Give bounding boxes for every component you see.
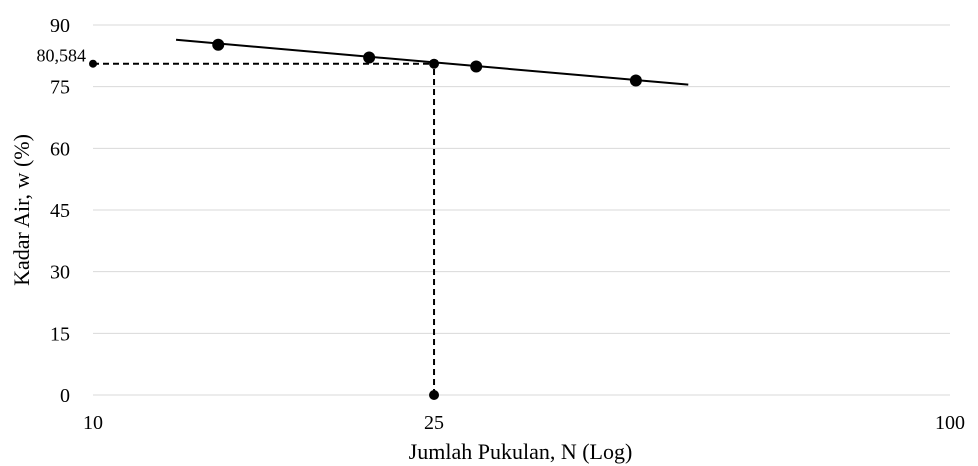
y-tick-labels: 0 15 30 45 60 75 90 [50, 15, 70, 407]
marker-point [429, 58, 440, 69]
x-tick-labels: 10 25 100 [83, 412, 965, 434]
y-axis-title: Kadar Air, w (%) [9, 134, 34, 286]
y-tick-label: 30 [50, 262, 70, 284]
x-tick-label: 10 [83, 412, 103, 434]
data-points [212, 38, 642, 87]
x-axis-title: Jumlah Pukulan, N (Log) [409, 439, 633, 464]
annotation-label: 80,584 [37, 46, 87, 66]
y-tick-label: 0 [60, 385, 70, 407]
reference-lines [89, 58, 440, 400]
reference-end-dot [429, 390, 440, 400]
data-point [212, 38, 225, 51]
y-tick-label: 45 [50, 200, 70, 222]
data-point [470, 60, 483, 73]
data-point [363, 51, 376, 64]
trendline [175, 38, 689, 86]
y-tick-label: 60 [50, 138, 70, 160]
y-tick-label: 15 [50, 323, 70, 345]
y-tick-label: 75 [50, 77, 70, 99]
data-point [629, 74, 642, 87]
x-tick-label: 25 [424, 412, 444, 434]
x-tick-label: 100 [935, 412, 965, 434]
reference-end-dot [89, 59, 97, 68]
y-tick-label: 90 [50, 15, 70, 37]
grid-lines [93, 24, 950, 334]
